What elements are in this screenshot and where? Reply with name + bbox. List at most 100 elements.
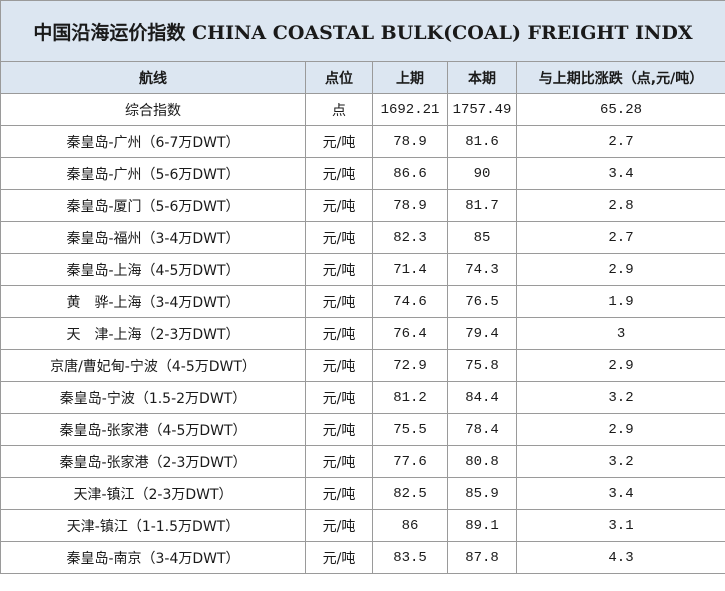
value-cell: 86 [372, 509, 448, 542]
route-cell: 天津-镇江（2-3万DWT） [0, 477, 306, 510]
data-row: 秦皇岛-福州（3-4万DWT） 元/吨 82.3 85 2.7 [0, 221, 725, 254]
table-title: 中国沿海运价指数 CHINA COASTAL BULK(COAL) FREIGH… [0, 0, 725, 62]
unit-cell: 元/吨 [305, 413, 373, 446]
unit-cell: 元/吨 [305, 477, 373, 510]
value-cell: 81.6 [447, 125, 517, 158]
unit-cell: 元/吨 [305, 253, 373, 286]
data-row: 秦皇岛-上海（4-5万DWT） 元/吨 71.4 74.3 2.9 [0, 253, 725, 286]
route-cell: 天津-镇江（1-1.5万DWT） [0, 509, 306, 542]
data-row: 天津-镇江（1-1.5万DWT） 元/吨 86 89.1 3.1 [0, 509, 725, 542]
unit-cell: 元/吨 [305, 445, 373, 478]
value-cell: 76.5 [447, 285, 517, 318]
header-cell: 上期 [372, 61, 448, 94]
data-row: 秦皇岛-张家港（2-3万DWT） 元/吨 77.6 80.8 3.2 [0, 445, 725, 478]
route-cell: 秦皇岛-广州（6-7万DWT） [0, 125, 306, 158]
value-cell: 1.9 [515, 285, 725, 318]
header-cell: 航线 [0, 61, 306, 94]
value-cell: 76.4 [372, 317, 448, 350]
route-cell: 秦皇岛-厦门（5-6万DWT） [0, 189, 306, 222]
value-cell: 74.6 [372, 285, 448, 318]
title-row: 中国沿海运价指数 CHINA COASTAL BULK(COAL) FREIGH… [0, 0, 725, 62]
value-cell: 74.3 [447, 253, 517, 286]
value-cell: 75.8 [447, 349, 517, 382]
value-cell: 85 [447, 221, 517, 254]
value-cell: 2.9 [515, 349, 725, 382]
unit-cell: 元/吨 [305, 221, 373, 254]
unit-cell: 元/吨 [305, 317, 373, 350]
data-row: 天津-镇江（2-3万DWT） 元/吨 82.5 85.9 3.4 [0, 477, 725, 510]
value-cell: 2.7 [515, 221, 725, 254]
value-cell: 77.6 [372, 445, 448, 478]
data-row: 黄 骅-上海（3-4万DWT） 元/吨 74.6 76.5 1.9 [0, 285, 725, 318]
route-cell: 秦皇岛-张家港（4-5万DWT） [0, 413, 306, 446]
freight-table: 中国沿海运价指数 CHINA COASTAL BULK(COAL) FREIGH… [0, 0, 725, 574]
value-cell: 3.1 [515, 509, 725, 542]
route-cell: 秦皇岛-福州（3-4万DWT） [0, 221, 306, 254]
route-cell: 秦皇岛-南京（3-4万DWT） [0, 541, 306, 574]
value-cell: 78.4 [447, 413, 517, 446]
unit-cell: 元/吨 [305, 509, 373, 542]
value-cell: 65.28 [515, 93, 725, 126]
route-cell: 秦皇岛-宁波（1.5-2万DWT） [0, 381, 306, 414]
value-cell: 3.4 [515, 157, 725, 190]
value-cell: 79.4 [447, 317, 517, 350]
value-cell: 87.8 [447, 541, 517, 574]
route-cell: 综合指数 [0, 93, 306, 126]
data-row: 京唐/曹妃甸-宁波（4-5万DWT） 元/吨 72.9 75.8 2.9 [0, 349, 725, 382]
value-cell: 3.4 [515, 477, 725, 510]
data-row: 秦皇岛-宁波（1.5-2万DWT） 元/吨 81.2 84.4 3.2 [0, 381, 725, 414]
route-cell: 天 津-上海（2-3万DWT） [0, 317, 306, 350]
unit-cell: 元/吨 [305, 285, 373, 318]
value-cell: 86.6 [372, 157, 448, 190]
value-cell: 75.5 [372, 413, 448, 446]
data-row: 秦皇岛-广州（6-7万DWT） 元/吨 78.9 81.6 2.7 [0, 125, 725, 158]
data-row: 秦皇岛-厦门（5-6万DWT） 元/吨 78.9 81.7 2.8 [0, 189, 725, 222]
route-cell: 秦皇岛-张家港（2-3万DWT） [0, 445, 306, 478]
value-cell: 3 [515, 317, 725, 350]
value-cell: 89.1 [447, 509, 517, 542]
data-row: 秦皇岛-南京（3-4万DWT） 元/吨 83.5 87.8 4.3 [0, 541, 725, 574]
header-cell: 与上期比涨跌（点,元/吨） [515, 61, 725, 94]
unit-cell: 元/吨 [305, 349, 373, 382]
value-cell: 1757.49 [447, 93, 517, 126]
value-cell: 90 [447, 157, 517, 190]
header-row: 航线 点位 上期 本期 与上期比涨跌（点,元/吨） [0, 61, 725, 94]
unit-cell: 元/吨 [305, 125, 373, 158]
value-cell: 81.7 [447, 189, 517, 222]
data-row: 综合指数点 1692.21 1757.49 65.28 [0, 93, 725, 126]
value-cell: 81.2 [372, 381, 448, 414]
value-cell: 2.7 [515, 125, 725, 158]
value-cell: 83.5 [372, 541, 448, 574]
value-cell: 2.9 [515, 253, 725, 286]
route-cell: 黄 骅-上海（3-4万DWT） [0, 285, 306, 318]
value-cell: 4.3 [515, 541, 725, 574]
value-cell: 82.3 [372, 221, 448, 254]
value-cell: 2.9 [515, 413, 725, 446]
value-cell: 72.9 [372, 349, 448, 382]
data-row: 秦皇岛-广州（5-6万DWT） 元/吨 86.6 90 3.4 [0, 157, 725, 190]
value-cell: 71.4 [372, 253, 448, 286]
unit-cell: 元/吨 [305, 381, 373, 414]
route-cell: 秦皇岛-广州（5-6万DWT） [0, 157, 306, 190]
value-cell: 3.2 [515, 381, 725, 414]
route-cell: 秦皇岛-上海（4-5万DWT） [0, 253, 306, 286]
value-cell: 82.5 [372, 477, 448, 510]
data-row: 秦皇岛-张家港（4-5万DWT） 元/吨 75.5 78.4 2.9 [0, 413, 725, 446]
value-cell: 3.2 [515, 445, 725, 478]
route-cell: 京唐/曹妃甸-宁波（4-5万DWT） [0, 349, 306, 382]
unit-cell: 元/吨 [305, 157, 373, 190]
unit-cell: 元/吨 [305, 189, 373, 222]
data-row: 天 津-上海（2-3万DWT） 元/吨 76.4 79.4 3 [0, 317, 725, 350]
value-cell: 1692.21 [372, 93, 448, 126]
value-cell: 80.8 [447, 445, 517, 478]
value-cell: 84.4 [447, 381, 517, 414]
value-cell: 78.9 [372, 189, 448, 222]
header-cell: 点位 [305, 61, 373, 94]
header-cell: 本期 [447, 61, 517, 94]
value-cell: 85.9 [447, 477, 517, 510]
unit-cell: 点 [305, 93, 373, 126]
value-cell: 2.8 [515, 189, 725, 222]
unit-cell: 元/吨 [305, 541, 373, 574]
value-cell: 78.9 [372, 125, 448, 158]
